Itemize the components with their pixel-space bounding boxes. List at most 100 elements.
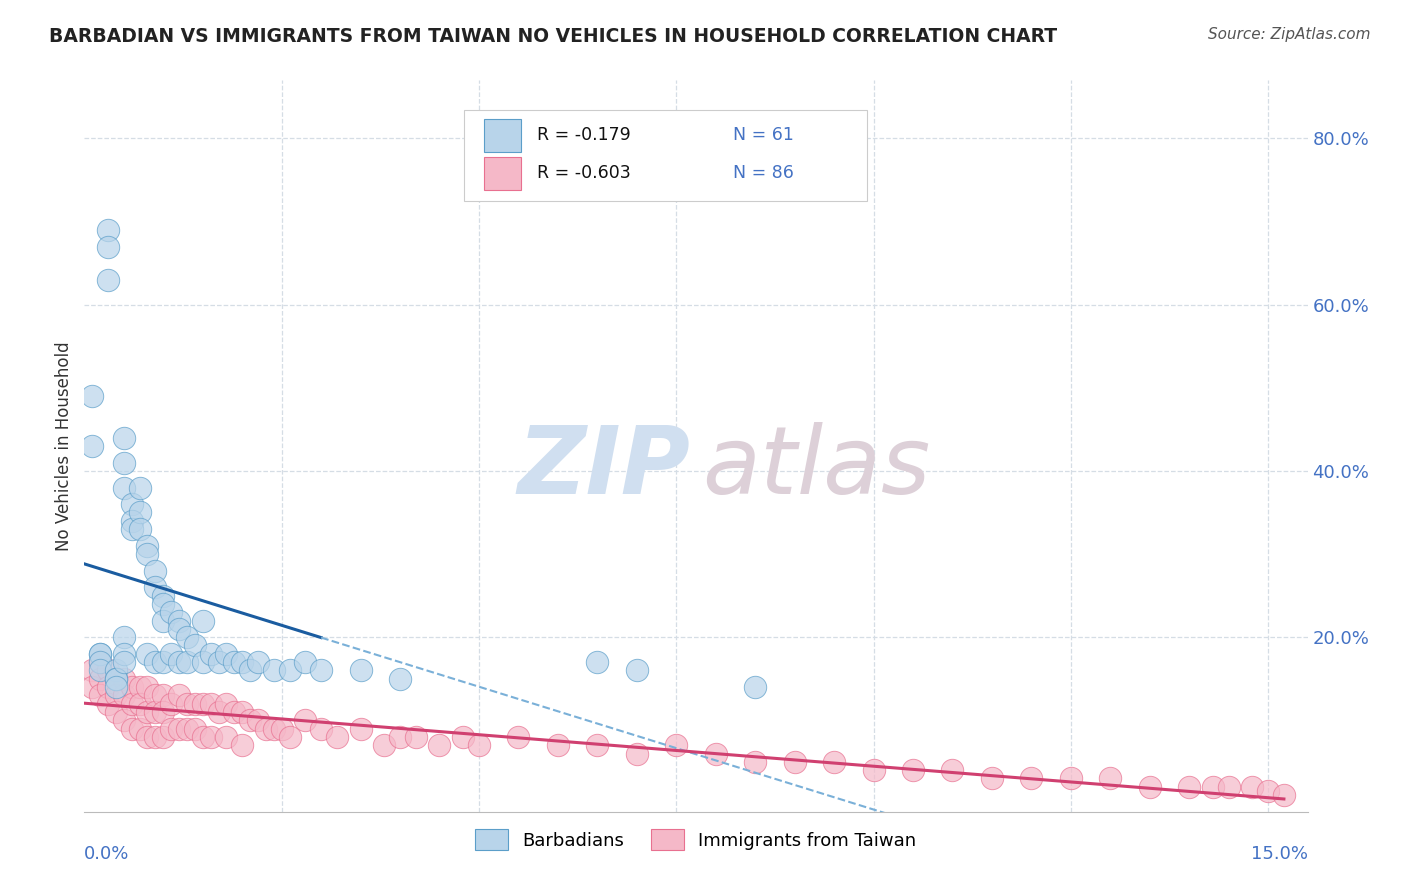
Point: [309, 722, 332, 736]
Point: [176, 722, 198, 736]
Point: [82, 680, 104, 694]
Point: [145, 564, 167, 578]
Point: [215, 647, 238, 661]
Point: [862, 763, 884, 777]
Point: [1021, 772, 1043, 786]
FancyBboxPatch shape: [484, 157, 522, 190]
Point: [626, 747, 648, 761]
Point: [160, 605, 183, 619]
Point: [326, 730, 349, 744]
Point: [508, 730, 530, 744]
Point: [901, 763, 924, 777]
Point: [121, 680, 143, 694]
Text: atlas: atlas: [702, 423, 931, 514]
Point: [176, 655, 198, 669]
FancyBboxPatch shape: [464, 110, 868, 201]
Point: [191, 730, 214, 744]
Point: [278, 664, 301, 678]
Point: [263, 664, 285, 678]
Point: [224, 655, 246, 669]
Point: [349, 722, 371, 736]
Point: [136, 730, 159, 744]
Point: [112, 714, 135, 728]
Point: [121, 514, 143, 528]
Point: [405, 730, 427, 744]
Text: N = 61: N = 61: [733, 126, 793, 145]
Point: [191, 697, 214, 711]
Point: [145, 689, 167, 703]
Point: [184, 722, 207, 736]
Point: [373, 738, 395, 752]
Point: [104, 672, 127, 686]
Point: [207, 655, 229, 669]
Legend: Barbadians, Immigrants from Taiwan: Barbadians, Immigrants from Taiwan: [468, 822, 924, 857]
Point: [1178, 780, 1201, 794]
Point: [1272, 788, 1295, 802]
Point: [97, 664, 120, 678]
Point: [104, 672, 127, 686]
Text: 0.0%: 0.0%: [84, 845, 129, 863]
Point: [278, 730, 301, 744]
Point: [941, 763, 963, 777]
Point: [128, 722, 150, 736]
Point: [136, 539, 159, 553]
Y-axis label: No Vehicles in Household: No Vehicles in Household: [55, 341, 73, 551]
Point: [207, 705, 229, 719]
Point: [451, 730, 474, 744]
Point: [429, 738, 451, 752]
Point: [89, 664, 111, 678]
Point: [547, 738, 569, 752]
Point: [112, 655, 135, 669]
Point: [586, 738, 609, 752]
Text: BARBADIAN VS IMMIGRANTS FROM TAIWAN NO VEHICLES IN HOUSEHOLD CORRELATION CHART: BARBADIAN VS IMMIGRANTS FROM TAIWAN NO V…: [49, 27, 1057, 45]
Point: [145, 705, 167, 719]
Point: [145, 580, 167, 594]
Point: [294, 714, 316, 728]
Point: [112, 481, 135, 495]
Point: [167, 722, 190, 736]
Point: [309, 664, 332, 678]
Point: [231, 705, 253, 719]
Point: [200, 730, 222, 744]
Point: [246, 714, 269, 728]
Point: [586, 655, 609, 669]
Point: [184, 697, 207, 711]
Point: [152, 597, 174, 611]
Point: [152, 589, 174, 603]
Point: [112, 672, 135, 686]
Point: [231, 655, 253, 669]
Point: [82, 389, 104, 403]
Point: [176, 630, 198, 644]
Point: [97, 239, 120, 253]
Point: [97, 697, 120, 711]
Point: [128, 697, 150, 711]
Point: [263, 722, 285, 736]
Point: [89, 647, 111, 661]
Text: ZIP: ZIP: [517, 422, 690, 514]
Point: [176, 697, 198, 711]
Point: [254, 722, 277, 736]
Point: [1139, 780, 1161, 794]
Point: [112, 456, 135, 470]
Point: [128, 680, 150, 694]
Point: [1257, 784, 1279, 798]
Point: [215, 730, 238, 744]
Point: [239, 664, 262, 678]
Point: [128, 481, 150, 495]
Point: [239, 714, 262, 728]
Point: [468, 738, 491, 752]
Point: [104, 680, 127, 694]
Point: [200, 697, 222, 711]
Point: [112, 647, 135, 661]
Text: 15.0%: 15.0%: [1250, 845, 1308, 863]
Point: [215, 697, 238, 711]
Point: [145, 730, 167, 744]
Point: [136, 547, 159, 561]
Point: [665, 738, 688, 752]
Point: [783, 755, 806, 769]
Point: [82, 664, 104, 678]
Point: [145, 655, 167, 669]
Point: [128, 522, 150, 536]
Point: [270, 722, 292, 736]
Point: [152, 689, 174, 703]
